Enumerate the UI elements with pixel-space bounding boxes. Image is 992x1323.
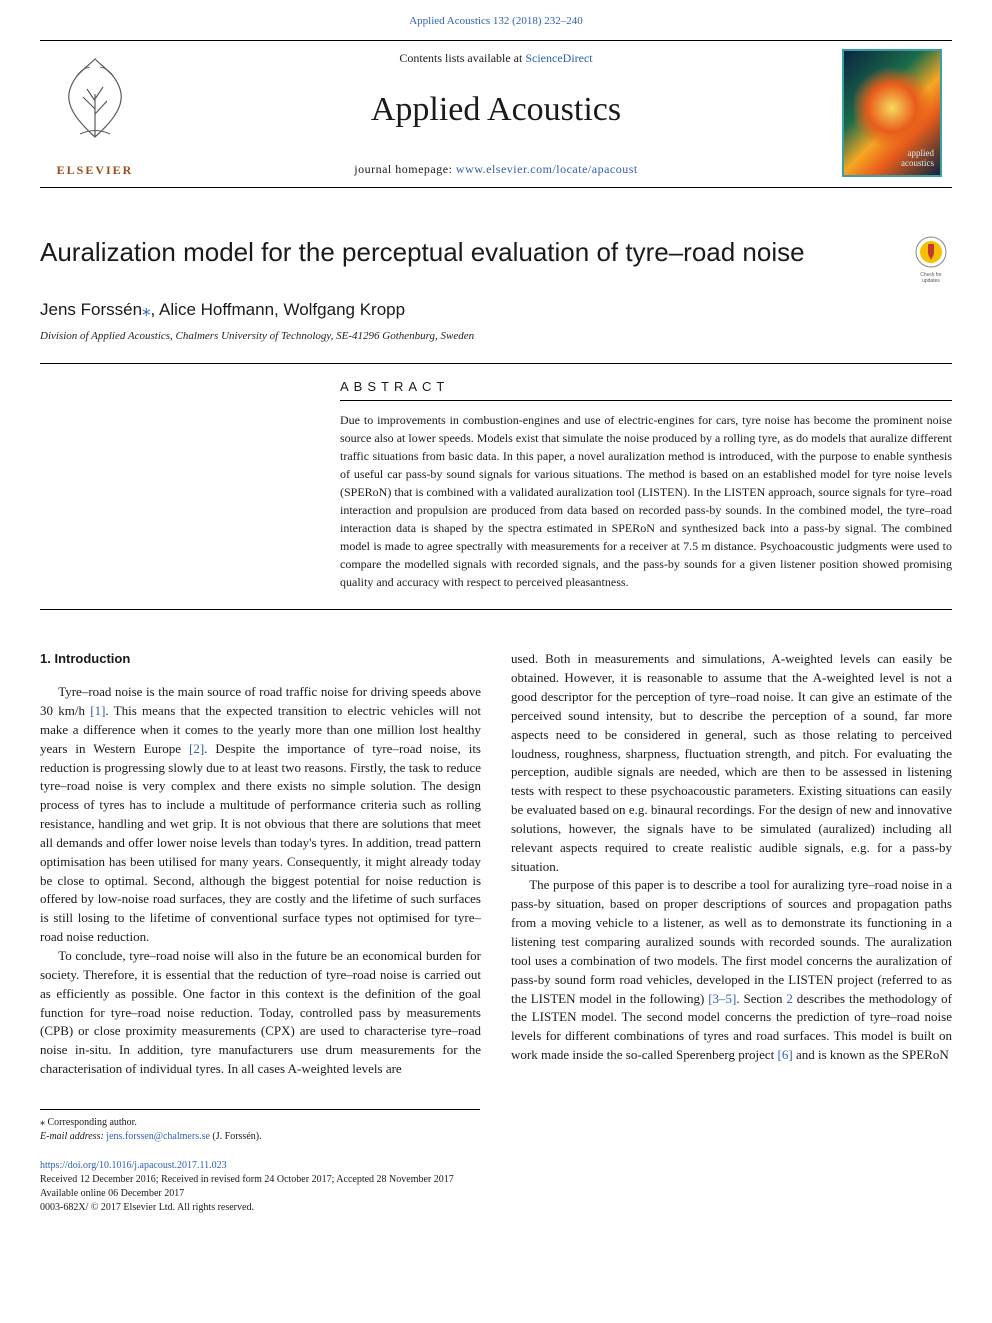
- divider: [40, 363, 952, 364]
- publication-info: https://doi.org/10.1016/j.apacoust.2017.…: [40, 1159, 952, 1215]
- paragraph: The purpose of this paper is to describe…: [511, 876, 952, 1064]
- hp-prefix: journal homepage:: [354, 162, 456, 176]
- journal-header: ELSEVIER Contents lists available at Sci…: [40, 40, 952, 188]
- journal-cover-block: appliedacoustics: [842, 49, 952, 179]
- citation-link[interactable]: Applied Acoustics 132 (2018) 232–240: [409, 15, 583, 27]
- abstract-block: ABSTRACT Due to improvements in combusti…: [40, 378, 952, 592]
- paper-title: Auralization model for the perceptual ev…: [40, 234, 805, 272]
- pub-dates: Received 12 December 2016; Received in r…: [40, 1173, 952, 1187]
- running-head: Applied Acoustics 132 (2018) 232–240: [0, 0, 992, 40]
- sd-prefix: Contents lists available at: [399, 51, 525, 65]
- cover-label: appliedacoustics: [901, 149, 934, 169]
- header-center: Contents lists available at ScienceDirec…: [150, 50, 842, 178]
- sciencedirect-line: Contents lists available at ScienceDirec…: [170, 50, 822, 67]
- journal-cover-icon: appliedacoustics: [842, 49, 942, 177]
- column-right: used. Both in measurements and simulatio…: [511, 650, 952, 1079]
- authors: Jens Forssén⁎, Alice Hoffmann, Wolfgang …: [40, 298, 952, 323]
- homepage-line: journal homepage: www.elsevier.com/locat…: [170, 161, 822, 178]
- sciencedirect-link[interactable]: ScienceDirect: [525, 51, 592, 65]
- check-updates-badge[interactable]: Check for updates: [910, 234, 952, 284]
- elsevier-tree-icon: [45, 49, 145, 149]
- paragraph: Tyre–road noise is the main source of ro…: [40, 683, 481, 947]
- section-heading-intro: 1. Introduction: [40, 650, 481, 669]
- footnotes: ⁎ Corresponding author. E-mail address: …: [40, 1109, 480, 1145]
- abstract-text: Due to improvements in combustion-engine…: [340, 411, 952, 591]
- svg-text:updates: updates: [922, 278, 940, 284]
- body-columns: 1. Introduction Tyre–road noise is the m…: [40, 650, 952, 1079]
- paragraph: To conclude, tyre–road noise will also i…: [40, 947, 481, 1079]
- doi-link[interactable]: https://doi.org/10.1016/j.apacoust.2017.…: [40, 1160, 227, 1171]
- affiliation: Division of Applied Acoustics, Chalmers …: [40, 329, 952, 345]
- author-email-link[interactable]: jens.forssen@chalmers.se: [106, 1131, 210, 1142]
- abstract-rule: [340, 400, 952, 401]
- homepage-link[interactable]: www.elsevier.com/locate/apacoust: [456, 162, 638, 176]
- divider: [40, 609, 952, 610]
- pub-online: Available online 06 December 2017: [40, 1187, 952, 1201]
- paragraph: used. Both in measurements and simulatio…: [511, 650, 952, 876]
- publisher-logo-block: ELSEVIER: [40, 49, 150, 179]
- email-line: E-mail address: jens.forssen@chalmers.se…: [40, 1130, 480, 1145]
- journal-name: Applied Acoustics: [170, 85, 822, 134]
- email-label: E-mail address:: [40, 1131, 106, 1142]
- corresponding-author-note: ⁎ Corresponding author.: [40, 1116, 480, 1131]
- abstract-heading: ABSTRACT: [340, 378, 952, 397]
- email-author-suffix: (J. Forssén).: [210, 1131, 262, 1142]
- pub-copyright: 0003-682X/ © 2017 Elsevier Ltd. All righ…: [40, 1201, 952, 1215]
- elsevier-wordmark: ELSEVIER: [57, 162, 134, 179]
- column-left: 1. Introduction Tyre–road noise is the m…: [40, 650, 481, 1079]
